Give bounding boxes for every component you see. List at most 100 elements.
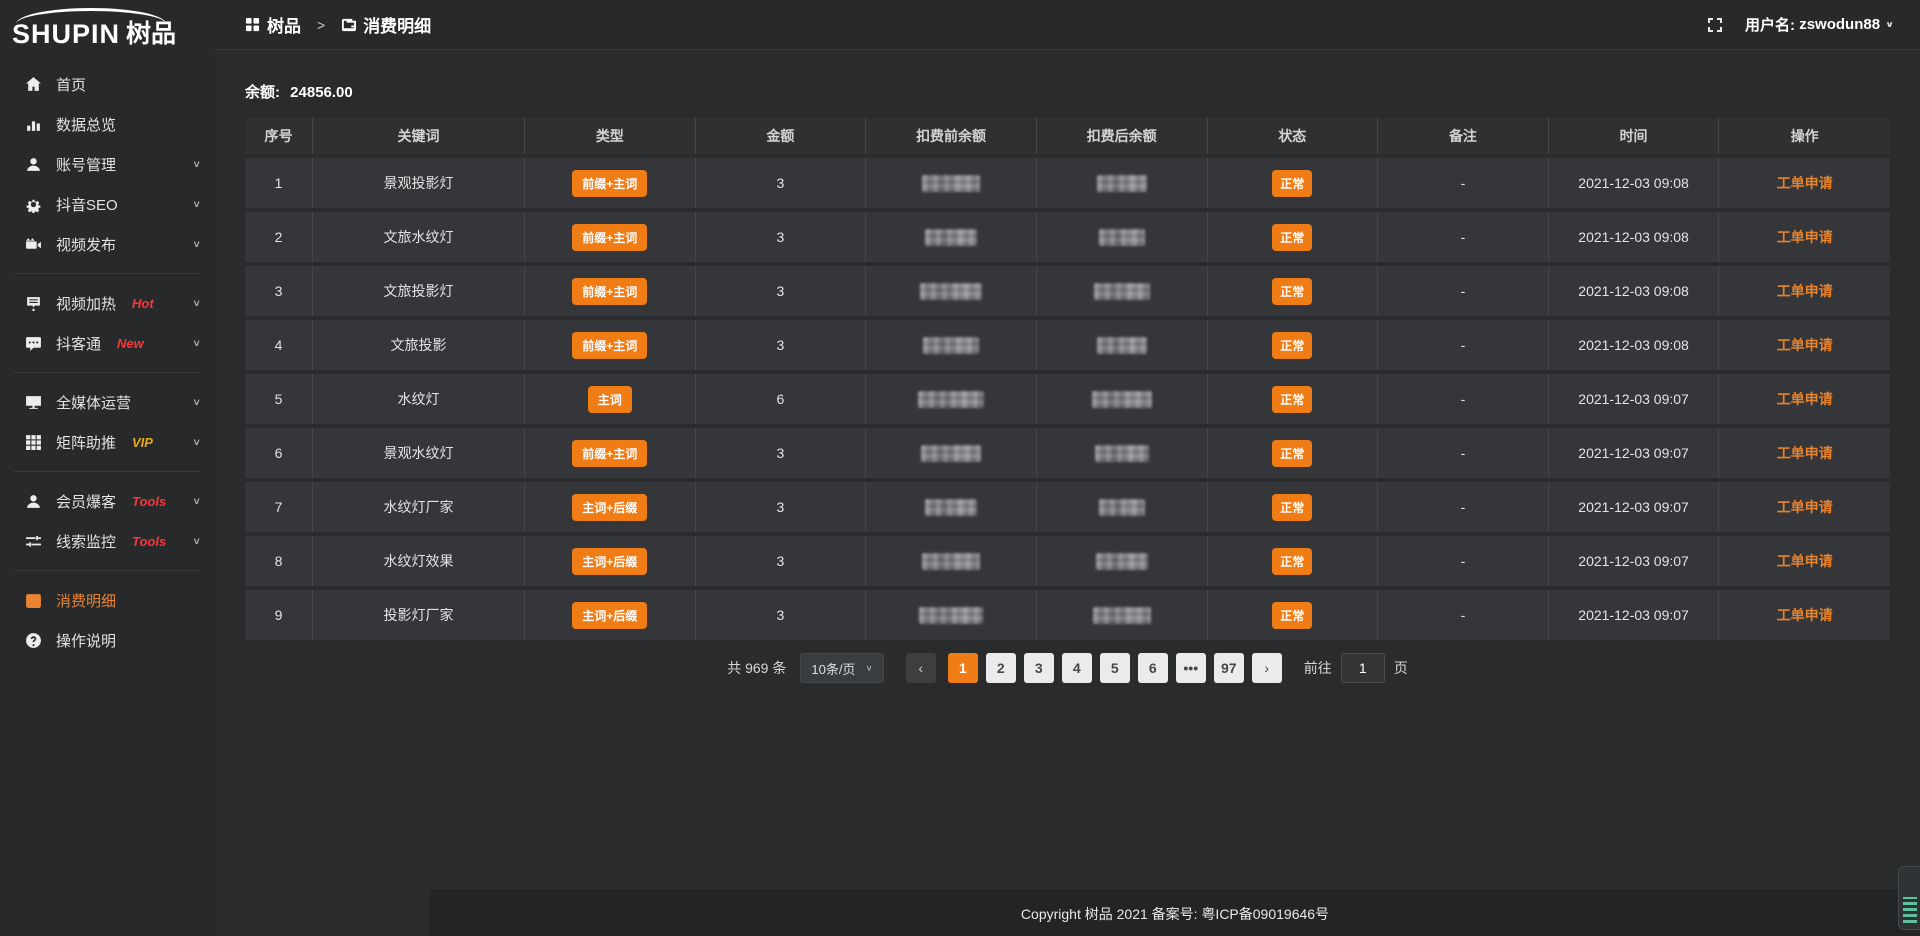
redacted-value — [922, 552, 981, 570]
balance-before-cell — [866, 536, 1037, 586]
logo-text-en: SHUPIN — [12, 19, 121, 49]
amount-cell: 3 — [696, 590, 867, 640]
keyword-cell: 文旅投影 — [313, 320, 525, 370]
amount-cell: 6 — [696, 374, 867, 424]
work-order-link[interactable]: 工单申请 — [1776, 337, 1833, 353]
type-cell: 前缀+主词 — [525, 212, 696, 262]
column-header: 类型 — [525, 118, 696, 154]
page-button-2[interactable]: 2 — [985, 653, 1016, 683]
username-label: 用户名: — [1745, 17, 1796, 34]
bar-chart-icon — [24, 115, 42, 133]
type-badge: 前缀+主词 — [572, 331, 648, 359]
sidebar-item-question[interactable]: 操作说明 — [0, 620, 215, 660]
action-cell: 工单申请 — [1719, 536, 1890, 586]
redacted-value — [921, 444, 982, 462]
action-cell: 工单申请 — [1719, 158, 1890, 208]
row-index: 7 — [245, 482, 313, 532]
prev-page-button[interactable]: ‹ — [905, 653, 936, 683]
action-cell: 工单申请 — [1719, 320, 1890, 370]
type-badge: 前缀+主词 — [572, 277, 648, 305]
breadcrumb-current: 消费明细 — [363, 17, 432, 36]
balance-after-cell — [1037, 590, 1208, 640]
page-button-4[interactable]: 4 — [1061, 653, 1092, 683]
user-menu[interactable]: 用户名: zswodun88 ∨ — [1745, 14, 1894, 35]
redacted-value — [923, 336, 980, 354]
work-order-link[interactable]: 工单申请 — [1776, 175, 1833, 191]
column-header: 关键词 — [313, 118, 525, 154]
work-order-link[interactable]: 工单申请 — [1776, 607, 1833, 623]
page-button-3[interactable]: 3 — [1023, 653, 1054, 683]
table-row: 4 文旅投影 前缀+主词 3 正常 -2021-12-03 09:08 工单申请 — [245, 320, 1890, 370]
floating-widget[interactable] — [1898, 866, 1920, 930]
row-index: 3 — [245, 266, 313, 316]
sidebar-item-board[interactable]: 视频加热 Hot ∨ — [0, 283, 215, 323]
amount-cell: 3 — [696, 320, 867, 370]
page-button-97[interactable]: 97 — [1213, 653, 1244, 683]
time-cell: 2021-12-03 09:08 — [1549, 158, 1720, 208]
more-pages-button[interactable]: ••• — [1175, 653, 1206, 683]
redacted-value — [925, 498, 978, 516]
redacted-value — [918, 390, 985, 408]
work-order-link[interactable]: 工单申请 — [1776, 391, 1833, 407]
type-badge: 主词+后缀 — [572, 493, 648, 521]
next-page-button[interactable]: › — [1251, 653, 1282, 683]
status-badge: 正常 — [1272, 331, 1313, 359]
remark-cell: - — [1378, 158, 1549, 208]
column-header: 备注 — [1378, 118, 1549, 154]
sidebar-item-monitor[interactable]: 全媒体运营 ∨ — [0, 382, 215, 422]
fullscreen-icon[interactable] — [1707, 17, 1723, 33]
sidebar-item-home[interactable]: 首页 — [0, 64, 215, 104]
work-order-link[interactable]: 工单申请 — [1776, 229, 1833, 245]
sidebar-item-label: 数据总览 — [56, 116, 117, 134]
status-cell: 正常 — [1208, 428, 1379, 478]
work-order-link[interactable]: 工单申请 — [1776, 499, 1833, 515]
sidebar-item-gear[interactable]: 抖音SEO ∨ — [0, 184, 215, 224]
status-badge: 正常 — [1272, 547, 1313, 575]
chevron-down-icon: ∨ — [192, 535, 201, 547]
sidebar-item-member[interactable]: 会员爆客 Tools ∨ — [0, 481, 215, 521]
balance-after-cell — [1037, 320, 1208, 370]
keyword-cell: 文旅投影灯 — [313, 266, 525, 316]
chevron-down-icon: ∨ — [192, 396, 201, 408]
page-button-1[interactable]: 1 — [947, 653, 978, 683]
pagination-total: 共 969 条 — [727, 660, 787, 676]
balance-after-cell — [1037, 158, 1208, 208]
sidebar-item-user[interactable]: 账号管理 ∨ — [0, 144, 215, 184]
sidebar-item-sliders[interactable]: 线索监控 Tools ∨ — [0, 521, 215, 561]
remark-cell: - — [1378, 374, 1549, 424]
amount-cell: 3 — [696, 536, 867, 586]
type-cell: 主词+后缀 — [525, 590, 696, 640]
sidebar-divider — [14, 570, 201, 571]
sidebar-item-label: 视频加热 — [56, 295, 117, 313]
time-cell: 2021-12-03 09:08 — [1549, 266, 1720, 316]
amount-cell: 3 — [696, 428, 867, 478]
amount-cell: 3 — [696, 158, 867, 208]
work-order-link[interactable]: 工单申请 — [1776, 283, 1833, 299]
redacted-value — [919, 606, 984, 624]
redacted-value — [1093, 282, 1150, 300]
wallet-icon — [24, 591, 42, 609]
page-button-5[interactable]: 5 — [1099, 653, 1130, 683]
sidebar-item-chat[interactable]: 抖客通 New ∨ — [0, 323, 215, 363]
member-icon — [24, 492, 42, 510]
redacted-value — [1098, 228, 1145, 246]
goto-page-input[interactable] — [1340, 653, 1385, 683]
sidebar-item-grid[interactable]: 矩阵助推 VIP ∨ — [0, 422, 215, 462]
work-order-link[interactable]: 工单申请 — [1776, 445, 1833, 461]
chevron-down-icon: ∨ — [192, 297, 201, 309]
balance-after-cell — [1037, 428, 1208, 478]
type-cell: 前缀+主词 — [525, 320, 696, 370]
sidebar-item-bar-chart[interactable]: 数据总览 — [0, 104, 215, 144]
page-button-6[interactable]: 6 — [1137, 653, 1168, 683]
remark-cell: - — [1378, 212, 1549, 262]
sidebar-item-video[interactable]: 视频发布 ∨ — [0, 224, 215, 264]
remark-cell: - — [1378, 320, 1549, 370]
status-cell: 正常 — [1208, 374, 1379, 424]
redacted-value — [920, 282, 983, 300]
page-size-select[interactable]: 10条/页 ∨ — [800, 653, 884, 683]
column-header: 时间 — [1549, 118, 1720, 154]
work-order-link[interactable]: 工单申请 — [1776, 553, 1833, 569]
sidebar-item-wallet[interactable]: 消费明细 — [0, 580, 215, 620]
sidebar-item-label: 全媒体运营 — [56, 394, 132, 412]
breadcrumb-root[interactable]: 树品 — [267, 17, 301, 36]
